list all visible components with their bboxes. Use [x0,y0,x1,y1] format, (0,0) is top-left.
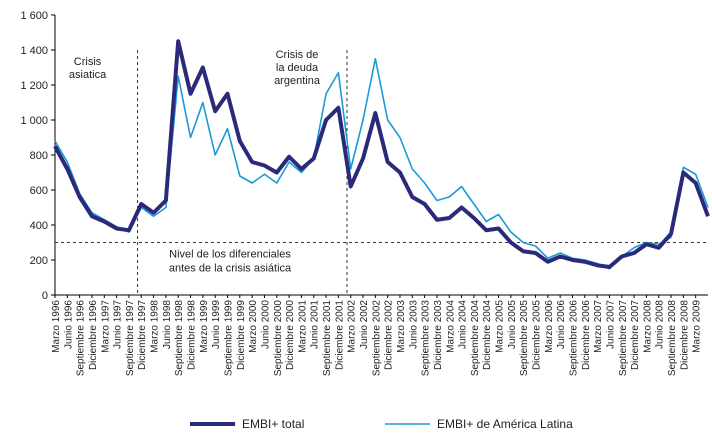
x-tick-label: Marzo 2000 [248,300,259,353]
x-tick-label: Septiembre 1999 [223,300,234,377]
y-tick-label: 0 [42,290,48,302]
x-tick-label: Diciembre 1997 [137,300,148,370]
x-tick-label: Junio 2002 [359,300,370,349]
x-tick-label: Junio 1998 [162,300,173,349]
x-tick-label: Septiembre 2007 [618,300,629,377]
x-tick-label: Junio 2001 [310,300,321,349]
event-label: asiatica [69,69,107,81]
x-tick-label: Diciembre 1998 [187,300,198,370]
x-tick-label: Septiembre 2000 [273,300,284,377]
x-tick-label: Septiembre 2005 [519,300,530,377]
x-tick-label: Septiembre 2002 [371,300,382,377]
x-tick-label: Septiembre 2003 [421,300,432,377]
y-tick-label: 1 400 [20,45,48,57]
x-tick-label: Marzo 2002 [347,300,358,353]
x-tick-label: Septiembre 2008 [667,300,678,377]
x-tick-label: Septiembre 2001 [322,300,333,377]
x-tick-label: Diciembre 1999 [236,300,247,370]
x-tick-label: Junio 2005 [507,300,518,349]
x-tick-label: Diciembre 2001 [334,300,345,370]
x-tick-label: Septiembre 2004 [470,300,481,377]
event-label: Crisis [74,56,102,68]
y-tick-label: 1 000 [20,115,48,127]
y-tick-label: 400 [30,220,48,232]
x-tick-label: Diciembre 1996 [88,300,99,370]
x-tick-label: Diciembre 2002 [384,300,395,370]
x-tick-label: Marzo 2003 [396,300,407,353]
x-tick-label: Diciembre 2004 [482,300,493,370]
x-tick-label: Diciembre 2008 [679,300,690,370]
reference-label: Nivel de los diferenciales [169,249,291,261]
x-tick-label: Diciembre 2006 [581,300,592,370]
x-tick-label: Marzo 1999 [199,300,210,353]
legend-label: EMBI+ de América Latina [437,417,573,431]
y-tick-label: 1 600 [20,10,48,22]
x-tick-label: Junio 2006 [556,300,567,349]
x-tick-label: Marzo 1997 [100,300,111,353]
x-tick-label: Junio 1997 [113,300,124,349]
x-tick-label: Junio 1996 [63,300,74,349]
x-tick-label: Septiembre 1997 [125,300,136,377]
event-label: argentina [274,75,321,87]
x-tick-label: Marzo 2008 [642,300,653,353]
legend-label: EMBI+ total [242,417,304,431]
x-tick-label: Diciembre 2003 [433,300,444,370]
x-tick-label: Septiembre 1996 [76,300,87,377]
x-tick-label: Marzo 2007 [593,300,604,353]
x-tick-label: Marzo 2006 [544,300,555,353]
x-tick-label: Septiembre 2006 [568,300,579,377]
x-tick-label: Junio 2008 [655,300,666,349]
x-tick-label: Marzo 2001 [297,300,308,353]
y-tick-label: 800 [30,150,48,162]
x-tick-label: Diciembre 2005 [532,300,543,370]
x-tick-label: Junio 2000 [260,300,271,349]
x-tick-label: Junio 2007 [605,300,616,349]
y-tick-label: 600 [30,185,48,197]
x-tick-label: Marzo 2004 [445,300,456,353]
x-tick-label: Junio 2004 [458,300,469,349]
x-tick-label: Diciembre 2000 [285,300,296,370]
y-tick-label: 1 200 [20,80,48,92]
reference-label: antes de la crisis asiática [169,263,292,275]
x-tick-label: Septiembre 1998 [174,300,185,377]
x-tick-label: Marzo 1998 [150,300,161,353]
x-tick-label: Junio 1999 [211,300,222,349]
x-tick-label: Marzo 2005 [495,300,506,353]
event-label: la deuda [276,62,319,74]
x-tick-label: Junio 2003 [408,300,419,349]
series-line [53,39,710,269]
x-tick-label: Diciembre 2007 [630,300,641,370]
x-tick-label: Marzo 1996 [51,300,62,353]
y-tick-label: 200 [30,255,48,267]
series-line [54,57,709,270]
x-tick-label: Marzo 2009 [692,300,703,353]
event-label: Crisis de [276,49,319,61]
